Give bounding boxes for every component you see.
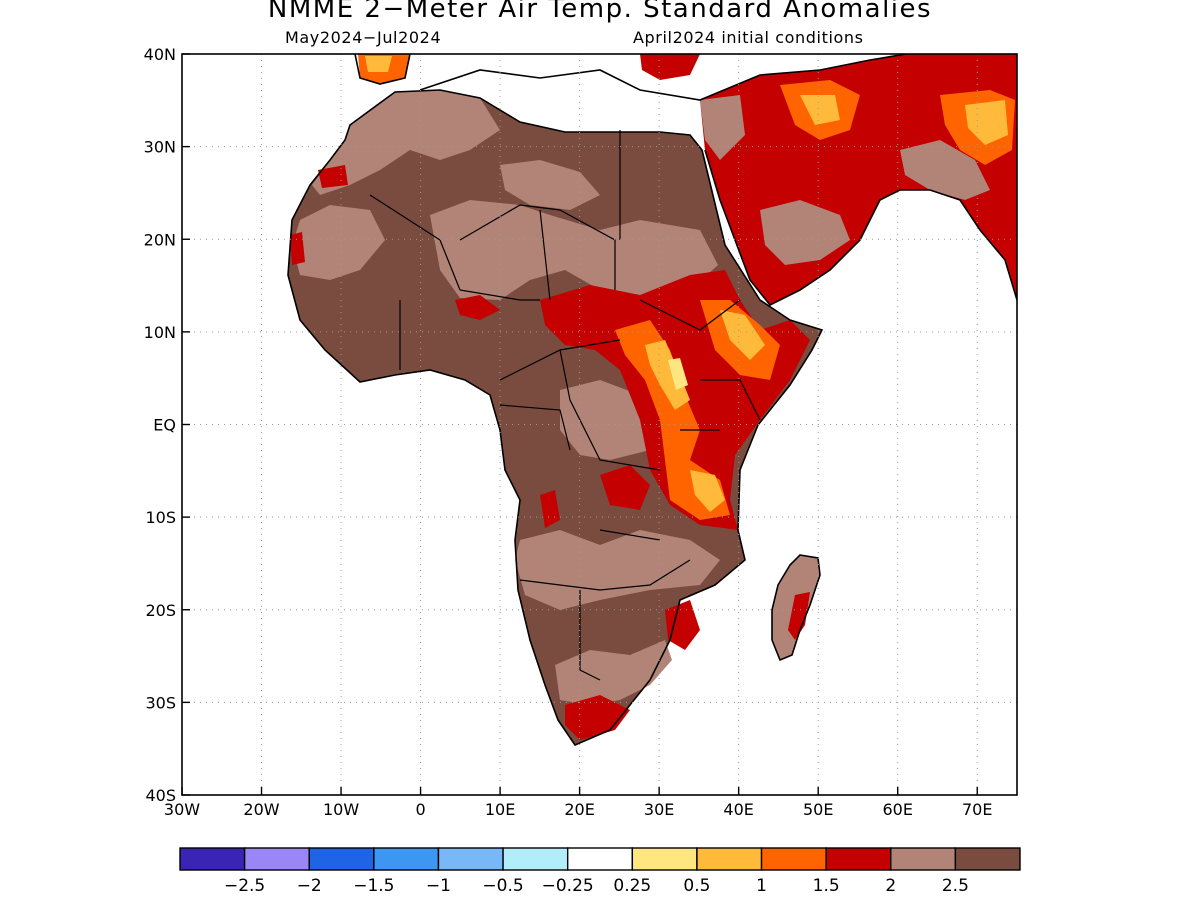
coastlines — [287, 54, 1017, 746]
colorbar-swatch — [825, 847, 892, 871]
anomaly-patch — [500, 160, 600, 210]
anomaly-patch — [430, 200, 718, 300]
anomaly-patch — [318, 165, 348, 188]
anomaly-patch — [665, 600, 700, 650]
madagascar-coastline — [771, 554, 821, 662]
colorbar-label: −0.25 — [542, 876, 594, 896]
colorbar-swatch — [890, 847, 957, 871]
lon-tick-label: 10E — [485, 800, 515, 819]
colorbar-swatch — [437, 847, 504, 871]
anomaly-patch — [540, 490, 560, 528]
lon-tick-label: 50E — [803, 800, 833, 819]
colorbar-swatch — [954, 847, 1021, 871]
colorbar-label: −0.5 — [482, 876, 523, 896]
arabia-coastline — [704, 149, 1017, 307]
europe-coastline — [354, 54, 911, 101]
colorbar-label: −1 — [426, 876, 451, 896]
lon-tick-label: 60E — [882, 800, 912, 819]
anomaly-patch — [668, 358, 688, 390]
anomaly-patch — [690, 470, 725, 512]
anomaly-patch — [600, 465, 650, 510]
lon-tick-label: 0 — [415, 800, 425, 819]
anomaly-patch — [290, 232, 305, 265]
anomaly-patch — [312, 90, 500, 195]
anomaly-patch — [640, 54, 700, 80]
colorbar-swatch — [696, 847, 763, 871]
lat-tick-label: 30N — [144, 138, 176, 157]
anomaly-patch — [515, 530, 720, 610]
anomaly-patch — [760, 200, 850, 265]
anomaly-patch — [720, 310, 765, 360]
initial-conditions: April2024 initial conditions — [633, 28, 864, 47]
anomaly-patch — [365, 56, 392, 72]
colorbar-label: −2.5 — [224, 876, 265, 896]
anomaly-patch — [615, 320, 730, 520]
colorbar-label: −2 — [297, 876, 322, 896]
colorbar-label: −1.5 — [353, 876, 394, 896]
lat-tick-label: EQ — [153, 416, 176, 435]
colorbar: −2.5 −2 −1.5 −1 −0.5 −0.25 0.25 0.5 1 1.5 2 2.5 — [179, 847, 1021, 896]
anomaly-patch — [900, 140, 990, 200]
anomaly-patch — [645, 340, 690, 410]
lon-tick-label: 30E — [644, 800, 674, 819]
lat-tick-label: 10S — [145, 508, 176, 527]
lat-tick-label: 40N — [144, 45, 176, 64]
latitude-axis: 40N 30N 20N 10N EQ 10S 20S 30S 40S — [144, 45, 190, 805]
country-borders — [369, 130, 761, 681]
colorbar-label: 1.5 — [813, 876, 840, 896]
forecast-period: May2024−Jul2024 — [285, 28, 442, 47]
lat-tick-label: 10N — [144, 323, 176, 342]
lat-tick-label: 40S — [145, 786, 176, 805]
anomaly-patch — [555, 640, 672, 705]
colorbar-label: 0.5 — [683, 876, 710, 896]
colorbar-label: 2 — [885, 876, 896, 896]
anomaly-patch — [565, 695, 630, 740]
map-title: NMME 2−Meter Air Temp. Standard Anomalie… — [267, 0, 933, 24]
anomaly-patch — [292, 205, 385, 280]
colorbar-swatch — [760, 847, 827, 871]
colorbar-label: 2.5 — [942, 876, 969, 896]
colorbar-swatch — [502, 847, 569, 871]
africa-coastline — [287, 89, 824, 746]
colorbar-label: 1 — [756, 876, 767, 896]
colorbar-swatch — [308, 847, 375, 871]
lon-tick-label: 40E — [723, 800, 753, 819]
colorbar-swatch — [566, 847, 634, 871]
map-content — [287, 54, 1017, 746]
lat-tick-label: 20N — [144, 230, 176, 249]
lon-tick-label: 30W — [164, 800, 200, 819]
lat-tick-label: 30S — [145, 693, 176, 712]
anomaly-patch — [455, 295, 500, 320]
colorbar-label: 0.25 — [613, 876, 651, 896]
colorbar-swatch — [243, 847, 310, 871]
anomaly-patch — [965, 100, 1008, 145]
colorbar-swatch — [179, 847, 246, 871]
lon-tick-label: 20W — [243, 800, 279, 819]
anomaly-patch — [700, 95, 745, 160]
lon-tick-label: 20E — [564, 800, 594, 819]
colorbar-swatch — [631, 847, 698, 871]
lon-tick-label: 10W — [323, 800, 359, 819]
anomaly-patch — [788, 592, 810, 640]
lon-tick-label: 70E — [962, 800, 992, 819]
colorbar-swatch — [373, 847, 440, 871]
anomaly-patch — [800, 95, 840, 125]
anomaly-shading — [288, 54, 1017, 745]
lat-tick-label: 20S — [145, 601, 176, 620]
longitude-axis: 30W 20W 10W 0 10E 20E 30E 40E 50E 60E 70E — [164, 787, 992, 819]
